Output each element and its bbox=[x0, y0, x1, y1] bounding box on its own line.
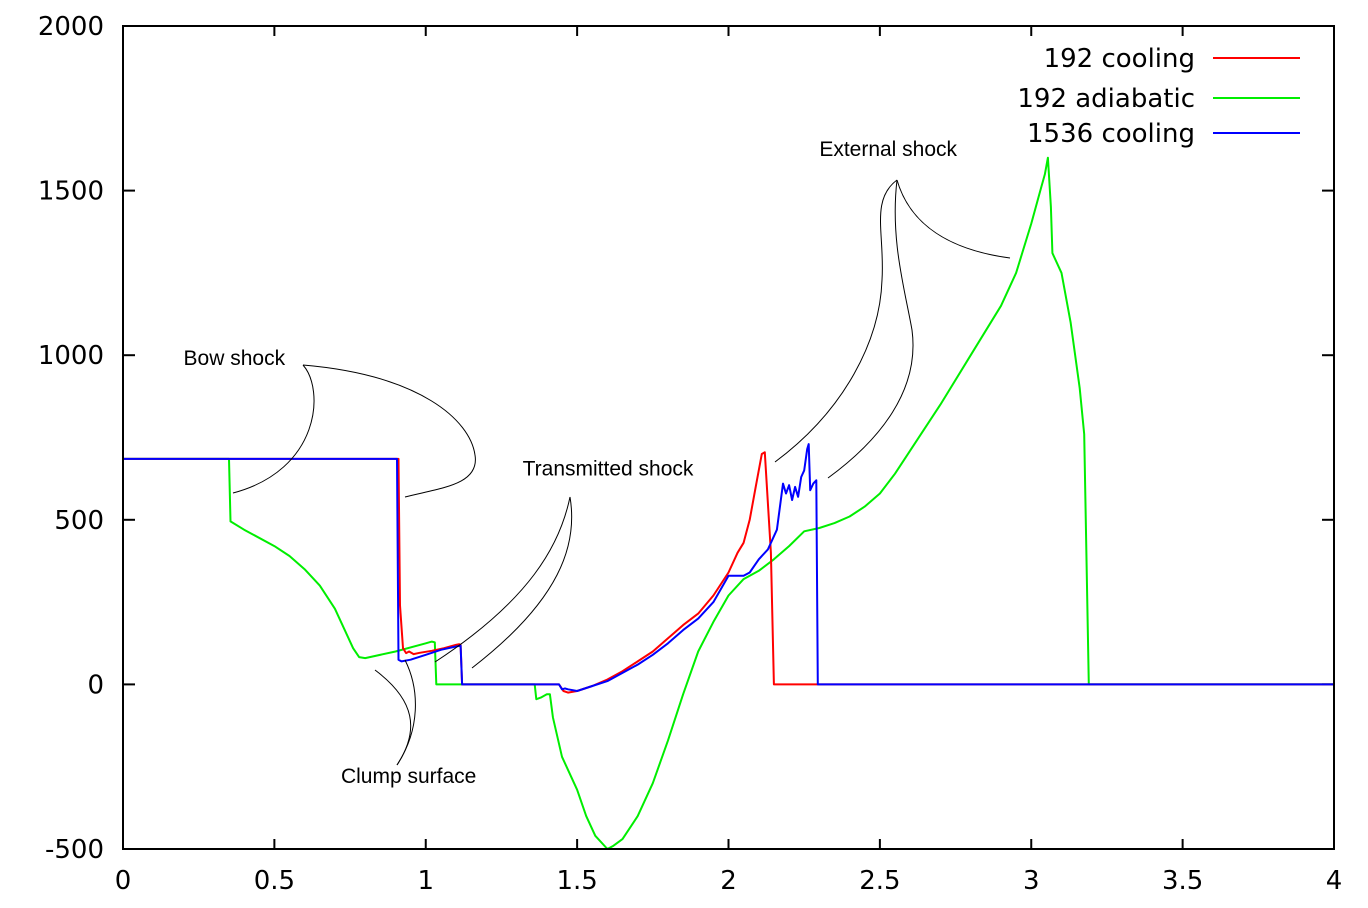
leader-transmitted-shock-1 bbox=[434, 496, 571, 663]
x-tick-label: 2 bbox=[720, 866, 737, 896]
y-tick-label: 0 bbox=[87, 670, 104, 700]
annotation-label: External shock bbox=[819, 138, 957, 161]
annotation-leaders bbox=[232, 179, 1011, 766]
annotation-label: Transmitted shock bbox=[523, 457, 694, 480]
x-tick-label: 1 bbox=[417, 866, 434, 896]
axis-ticks: 0 0.5 1 1.5 2 2.5 3 3.5 4 -500 0 500 1000 1500 2000 bbox=[38, 12, 1342, 896]
annotations: Bow shock Clump surface Transmitted shock E… bbox=[184, 138, 958, 788]
y-tick-label: -500 bbox=[45, 835, 104, 865]
y-tick-label: 1500 bbox=[38, 177, 104, 207]
leader-external-shock-3 bbox=[896, 179, 1011, 259]
legend: 192 cooling 192 adiabatic 1536 cooling bbox=[1017, 44, 1300, 149]
y-tick-label: 2000 bbox=[38, 12, 104, 42]
series-line-192-adiabatic bbox=[123, 156, 1334, 850]
leader-bow-shock-2 bbox=[302, 364, 476, 498]
x-tick-label: 3 bbox=[1023, 866, 1040, 896]
leader-transmitted-shock-2 bbox=[471, 496, 573, 669]
x-tick-label: 0 bbox=[115, 866, 132, 896]
plot-frame bbox=[122, 25, 1335, 850]
x-tick-label: 0.5 bbox=[254, 866, 295, 896]
x-tick-label: 1.5 bbox=[556, 866, 597, 896]
annotation-label: Bow shock bbox=[184, 347, 286, 370]
x-tick-label: 2.5 bbox=[859, 866, 900, 896]
legend-label: 192 adiabatic bbox=[1017, 84, 1195, 114]
y-tick-label: 500 bbox=[54, 506, 104, 536]
x-tick-label: 4 bbox=[1326, 866, 1343, 896]
annotation-label: Clump surface bbox=[341, 765, 476, 788]
legend-label: 192 cooling bbox=[1044, 44, 1195, 74]
x-tick-label: 3.5 bbox=[1162, 866, 1203, 896]
leader-external-shock-2 bbox=[827, 179, 914, 479]
legend-label: 1536 cooling bbox=[1027, 119, 1195, 149]
leader-clump-surface-2 bbox=[396, 659, 416, 766]
leader-external-shock-1 bbox=[774, 179, 898, 463]
leader-bow-shock-1 bbox=[232, 364, 315, 494]
y-tick-label: 1000 bbox=[38, 341, 104, 371]
